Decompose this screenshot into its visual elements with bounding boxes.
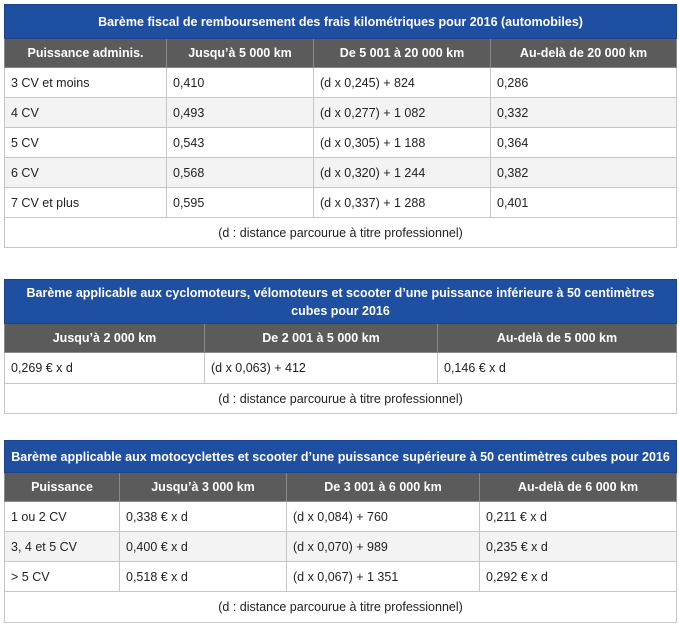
table-cell: (d x 0,320) + 1 244 <box>313 157 491 188</box>
table-title-row: Barème applicable aux cyclomoteurs, vélo… <box>4 279 677 324</box>
column-header: Puissance <box>4 472 120 502</box>
table-row: 1 ou 2 CV 0,338 € x d (d x 0,084) + 760 … <box>4 501 678 532</box>
table-title: Barème applicable aux cyclomoteurs, vélo… <box>4 279 677 324</box>
table-cell: 7 CV et plus <box>4 187 167 218</box>
table-cell: 5 CV <box>4 127 167 158</box>
table-cell: (d x 0,067) + 1 351 <box>286 561 480 592</box>
table-note-row: (d : distance parcourue à titre professi… <box>3 591 678 623</box>
table-cell: 0,364 <box>489 127 678 158</box>
table-row: 3, 4 et 5 CV 0,400 € x d (d x 0,070) + 9… <box>4 531 678 562</box>
table-cell: 0,410 <box>166 67 314 98</box>
table-cell: 0,269 € x d <box>4 352 205 384</box>
table-title: Barème applicable aux motocyclettes et s… <box>3 440 678 473</box>
table-cell: 0,400 € x d <box>119 531 287 562</box>
table-note-row: (d : distance parcourue à titre professi… <box>4 383 677 414</box>
table-cell: (d x 0,277) + 1 082 <box>313 97 491 128</box>
table-row: > 5 CV 0,518 € x d (d x 0,067) + 1 351 0… <box>4 561 678 592</box>
moped-mileage-table: Barème applicable aux cyclomoteurs, vélo… <box>4 279 677 414</box>
table-cell: 0,493 <box>166 97 314 128</box>
table-cell: 3, 4 et 5 CV <box>4 531 120 562</box>
table-title-row: Barème fiscal de remboursement des frais… <box>3 4 678 39</box>
table-cell: 0,292 € x d <box>478 561 678 592</box>
table-cell: (d x 0,305) + 1 188 <box>313 127 491 158</box>
table-cell: 0,338 € x d <box>119 501 287 532</box>
column-header: Au-delà de 5 000 km <box>437 323 677 353</box>
table-cell: (d x 0,084) + 760 <box>286 501 480 532</box>
table-cell: 0,518 € x d <box>119 561 287 592</box>
column-header: Puissance adminis. <box>4 38 167 68</box>
column-header: Jusqu’à 2 000 km <box>4 323 205 353</box>
column-header: Au-delà de 20 000 km <box>489 38 678 68</box>
motorcycle-mileage-table: Barème applicable aux motocyclettes et s… <box>3 440 678 623</box>
table-cell: (d x 0,063) + 412 <box>204 352 438 384</box>
table-header-row: Puissance adminis. Jusqu’à 5 000 km De 5… <box>4 38 678 68</box>
column-header: De 3 001 à 6 000 km <box>286 472 480 502</box>
column-header: Jusqu’à 5 000 km <box>166 38 314 68</box>
table-cell: 4 CV <box>4 97 167 128</box>
table-header-row: Puissance Jusqu’à 3 000 km De 3 001 à 6 … <box>4 472 678 502</box>
table-cell: 3 CV et moins <box>4 67 167 98</box>
table-note: (d : distance parcourue à titre professi… <box>4 383 677 414</box>
table-cell: 0,382 <box>489 157 678 188</box>
column-header: Au-delà de 6 000 km <box>478 472 678 502</box>
table-cell: 0,332 <box>489 97 678 128</box>
table-row: 4 CV 0,493 (d x 0,277) + 1 082 0,332 <box>4 97 678 128</box>
table-cell: 0,211 € x d <box>478 501 678 532</box>
table-header-row: Jusqu’à 2 000 km De 2 001 à 5 000 km Au-… <box>4 323 677 353</box>
table-cell: (d x 0,245) + 824 <box>313 67 491 98</box>
table-row: 5 CV 0,543 (d x 0,305) + 1 188 0,364 <box>4 127 678 158</box>
table-cell: 0,146 € x d <box>437 352 677 384</box>
table-title: Barème fiscal de remboursement des frais… <box>3 4 678 39</box>
table-cell: (d x 0,337) + 1 288 <box>313 187 491 218</box>
table-note: (d : distance parcourue à titre professi… <box>3 591 678 623</box>
table-cell: (d x 0,070) + 989 <box>286 531 480 562</box>
table-cell: 0,286 <box>489 67 678 98</box>
column-header: De 5 001 à 20 000 km <box>313 38 491 68</box>
car-mileage-table: Barème fiscal de remboursement des frais… <box>3 4 678 248</box>
table-note-row: (d : distance parcourue à titre professi… <box>3 217 678 248</box>
table-cell: 1 ou 2 CV <box>4 501 120 532</box>
table-row: 3 CV et moins 0,410 (d x 0,245) + 824 0,… <box>4 67 678 98</box>
table-cell: 0,595 <box>166 187 314 218</box>
table-row: 7 CV et plus 0,595 (d x 0,337) + 1 288 0… <box>4 187 678 218</box>
table-row: 0,269 € x d (d x 0,063) + 412 0,146 € x … <box>4 352 677 384</box>
table-cell: 0,568 <box>166 157 314 188</box>
column-header: De 2 001 à 5 000 km <box>204 323 438 353</box>
table-cell: 6 CV <box>4 157 167 188</box>
table-cell: > 5 CV <box>4 561 120 592</box>
table-cell: 0,401 <box>489 187 678 218</box>
table-cell: 0,235 € x d <box>478 531 678 562</box>
table-row: 6 CV 0,568 (d x 0,320) + 1 244 0,382 <box>4 157 678 188</box>
column-header: Jusqu’à 3 000 km <box>119 472 287 502</box>
table-cell: 0,543 <box>166 127 314 158</box>
table-title-row: Barème applicable aux motocyclettes et s… <box>3 440 678 473</box>
table-note: (d : distance parcourue à titre professi… <box>3 217 678 248</box>
